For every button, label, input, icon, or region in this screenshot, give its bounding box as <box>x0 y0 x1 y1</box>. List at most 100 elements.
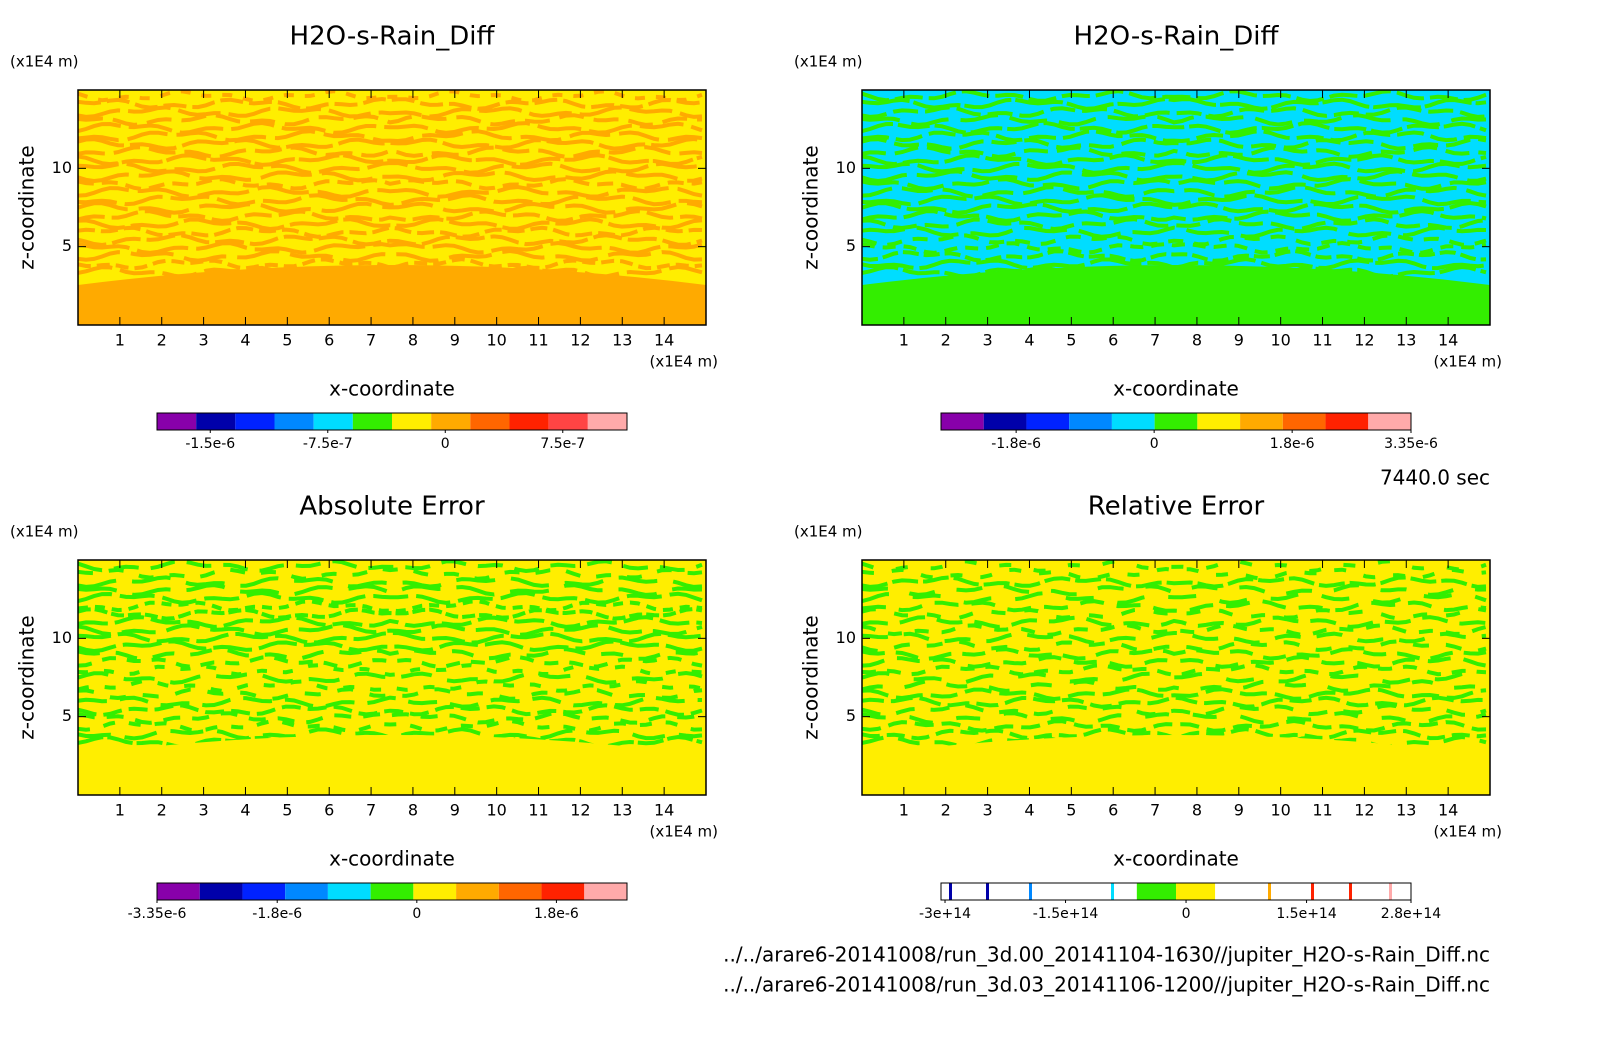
colorbar-frame <box>940 412 1412 431</box>
x-label: x-coordinate <box>329 847 455 871</box>
contour-band <box>78 257 703 271</box>
colorbar-frame <box>156 412 628 431</box>
colorbar-box <box>1136 883 1176 900</box>
contour-band <box>862 560 1487 574</box>
colorbar-tick-label: -1.5e+14 <box>1033 906 1099 922</box>
x-tick-label: 4 <box>240 801 250 820</box>
x-tick-label: 10 <box>486 331 506 350</box>
contour-band <box>862 663 1487 677</box>
colorbar-box <box>983 413 1027 430</box>
y-unit: (x1E4 m) <box>794 523 863 541</box>
colorbar-line <box>986 883 989 900</box>
contour-field <box>78 560 706 795</box>
x-tick-label: 6 <box>1108 801 1118 820</box>
x-tick-label: 11 <box>1312 801 1332 820</box>
colorbar-line <box>1311 883 1314 900</box>
contour-band <box>78 639 703 654</box>
contour-band <box>862 217 1487 232</box>
colorbar-box <box>235 413 275 430</box>
x-tick-label: 8 <box>408 801 418 820</box>
x-tick-label: 3 <box>983 801 993 820</box>
colorbar-line <box>1389 883 1392 900</box>
x-tick-label: 2 <box>157 331 167 350</box>
colorbar-box <box>1215 883 1255 900</box>
contour-band <box>862 113 1487 127</box>
colorbar-box <box>456 883 499 900</box>
time-label: 7440.0 sec <box>1380 466 1490 490</box>
colorbar-box <box>392 413 432 430</box>
x-tick-label: 10 <box>1270 801 1290 820</box>
x-tick-label: 13 <box>612 331 632 350</box>
field-lower <box>78 735 706 795</box>
colorbar-box <box>541 883 585 900</box>
contour-field <box>862 90 1490 325</box>
x-tick-label: 10 <box>1270 331 1290 350</box>
x-tick-label: 5 <box>1066 801 1076 820</box>
contour-band <box>862 160 1487 175</box>
colorbar-tick-label: 1.8e-6 <box>534 906 579 922</box>
x-tick-label: 10 <box>486 801 506 820</box>
contour-field <box>862 560 1490 795</box>
contour-band <box>78 217 703 232</box>
x-tick-label: 5 <box>282 801 292 820</box>
contour-band <box>862 703 1487 718</box>
contour-band <box>78 583 703 597</box>
x-tick-label: 14 <box>1438 331 1458 350</box>
plot-frame <box>77 89 707 326</box>
x-tick-label: 6 <box>324 331 334 350</box>
contour-band <box>862 177 1487 192</box>
x-tick-label: 8 <box>408 331 418 350</box>
field-lower <box>862 735 1490 795</box>
y-tick-label: 5 <box>62 706 72 725</box>
x-tick-label: 4 <box>1024 801 1034 820</box>
y-tick-label: 5 <box>846 706 856 725</box>
contour-field <box>78 90 706 325</box>
colorbar-line <box>949 883 952 900</box>
colorbar-tick-label: 1.5e+14 <box>1276 906 1337 922</box>
contour-band <box>78 129 703 144</box>
x-tick-label: 5 <box>282 331 292 350</box>
contour-band <box>78 105 703 119</box>
colorbar-box <box>1154 413 1198 430</box>
colorbar-tick-label: -1.5e-6 <box>185 436 235 452</box>
contour-band <box>78 630 703 645</box>
x-tick-label: 8 <box>1192 801 1202 820</box>
y-tick-label: 5 <box>62 236 72 255</box>
colorbar-box <box>1019 883 1059 900</box>
x-tick-label: 11 <box>528 331 548 350</box>
y-label: z-coordinate <box>15 145 39 269</box>
x-tick-label: 3 <box>199 331 209 350</box>
y-tick-label: 5 <box>846 236 856 255</box>
colorbar-tick-label: 1.8e-6 <box>1270 436 1315 452</box>
colorbar-box <box>370 883 414 900</box>
x-tick-label: 6 <box>1108 331 1118 350</box>
contour-band <box>862 184 1487 199</box>
colorbar-box <box>199 883 243 900</box>
x-unit: (x1E4 m) <box>1433 823 1502 841</box>
contour-band <box>78 710 703 725</box>
contour-band <box>78 654 703 669</box>
contour-band <box>862 599 1487 614</box>
colorbar-box <box>1069 413 1112 430</box>
colorbar-box <box>980 883 1020 900</box>
contour-band <box>78 670 703 685</box>
contour-band <box>862 96 1487 111</box>
contour-band <box>862 129 1487 144</box>
colorbar-box <box>285 883 328 900</box>
contour-band <box>78 718 703 733</box>
contour-band <box>78 606 703 621</box>
colorbar-box <box>1332 883 1372 900</box>
contour-band <box>862 695 1487 709</box>
y-label: z-coordinate <box>799 615 823 739</box>
contour-band <box>78 695 703 709</box>
x-unit: (x1E4 m) <box>649 353 718 371</box>
contour-band <box>78 225 703 239</box>
x-tick-label: 12 <box>1354 801 1374 820</box>
y-label: z-coordinate <box>799 145 823 269</box>
x-tick-label: 12 <box>570 801 590 820</box>
contour-band <box>862 153 1487 167</box>
x-tick-label: 9 <box>1234 801 1244 820</box>
y-label: z-coordinate <box>15 615 39 739</box>
contour-band <box>78 727 703 741</box>
colorbar-box <box>1058 883 1098 900</box>
